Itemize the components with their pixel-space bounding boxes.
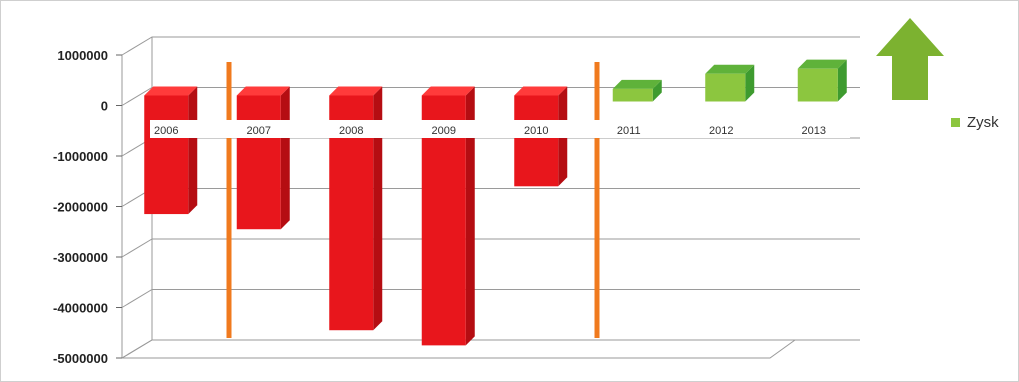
category-labels: 2006 2007 2008 2009 2010 2011 2012 2013	[150, 120, 850, 138]
bar-face	[144, 95, 189, 215]
y-tick-label: -2000000	[53, 200, 108, 215]
bar-side	[373, 86, 383, 331]
divider-layer	[226, 62, 600, 338]
y-tick-label: 0	[101, 99, 108, 114]
bar-2011	[612, 79, 662, 102]
up-arrow-icon	[876, 18, 944, 100]
y-axis-ticks: 1000000 0 -1000000 -2000000 -3000000 -4000000…	[53, 48, 122, 366]
bar-side	[837, 59, 847, 102]
category-label: 2013	[802, 125, 826, 137]
bar-top	[329, 86, 383, 96]
y-tick-label: -5000000	[53, 351, 108, 366]
category-label: 2006	[154, 125, 178, 137]
y-tick-label: -3000000	[53, 250, 108, 265]
bar-top	[612, 79, 662, 89]
bar-side	[280, 86, 290, 230]
bar-side	[465, 86, 475, 346]
bar-2010	[514, 86, 568, 187]
y-tick-label: -1000000	[53, 149, 108, 164]
category-label: 2009	[432, 125, 456, 137]
chart-floor	[120, 339, 797, 359]
bar-face	[705, 73, 746, 102]
category-label: 2008	[339, 125, 363, 137]
legend-marker-zysk	[951, 118, 960, 127]
bar-side	[745, 64, 755, 102]
bar-top	[236, 86, 290, 96]
arrow-layer	[876, 18, 944, 100]
y-tick-label: 1000000	[57, 48, 108, 63]
bar-face	[236, 95, 281, 230]
bar-2007	[236, 86, 290, 230]
category-label: 2010	[524, 125, 548, 137]
bar-side	[188, 86, 198, 215]
bar-2006	[144, 86, 198, 215]
bar-top	[421, 86, 475, 96]
bar-2012	[705, 64, 755, 102]
bar-face	[612, 88, 653, 102]
legend-label-zysk: Zysk	[967, 114, 999, 131]
category-label: 2011	[617, 125, 641, 137]
bar-top	[514, 86, 568, 96]
legend: Zysk	[951, 114, 999, 131]
y-tick-label: -4000000	[53, 301, 108, 316]
bar-2013	[797, 59, 847, 102]
bar-top	[705, 64, 755, 74]
category-label: 2007	[247, 125, 271, 137]
bar-top	[144, 86, 198, 96]
bar-side	[652, 79, 662, 102]
category-band	[150, 120, 850, 138]
category-label: 2012	[709, 125, 733, 137]
bar-top	[797, 59, 847, 69]
bar-face	[797, 68, 838, 102]
bar-face	[514, 95, 559, 187]
